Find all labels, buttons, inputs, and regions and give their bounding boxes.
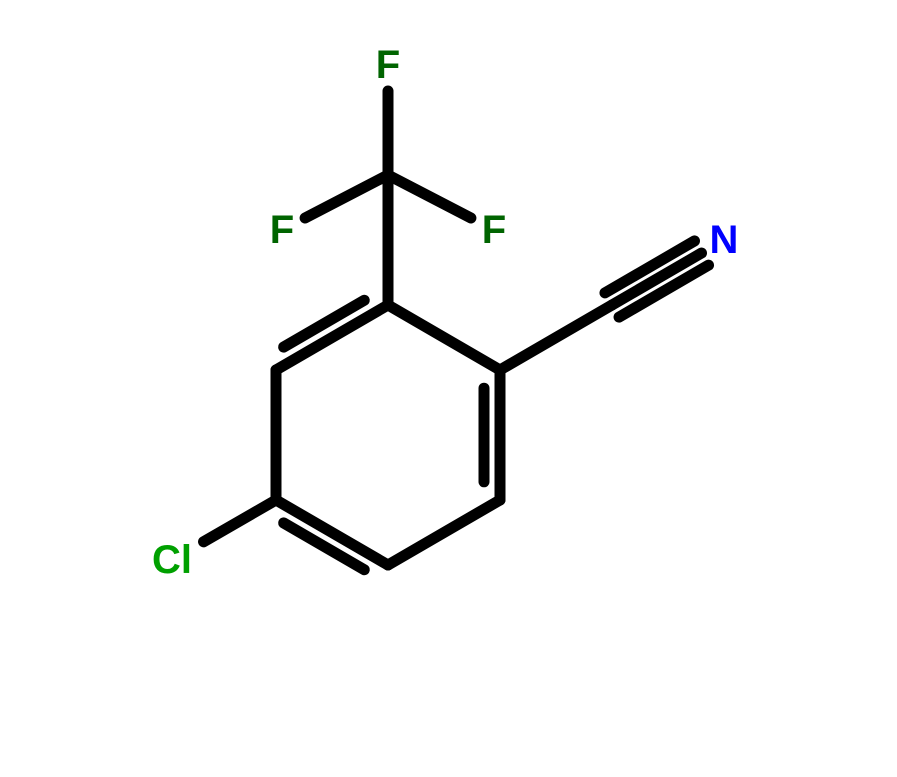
- atom-label: Cl: [152, 538, 192, 582]
- atom-label: F: [482, 208, 506, 252]
- atom-label: N: [710, 218, 739, 262]
- atom-label: F: [270, 208, 294, 252]
- atom-label: F: [376, 43, 400, 87]
- molecule-diagram: N F F F Cl: [0, 0, 897, 777]
